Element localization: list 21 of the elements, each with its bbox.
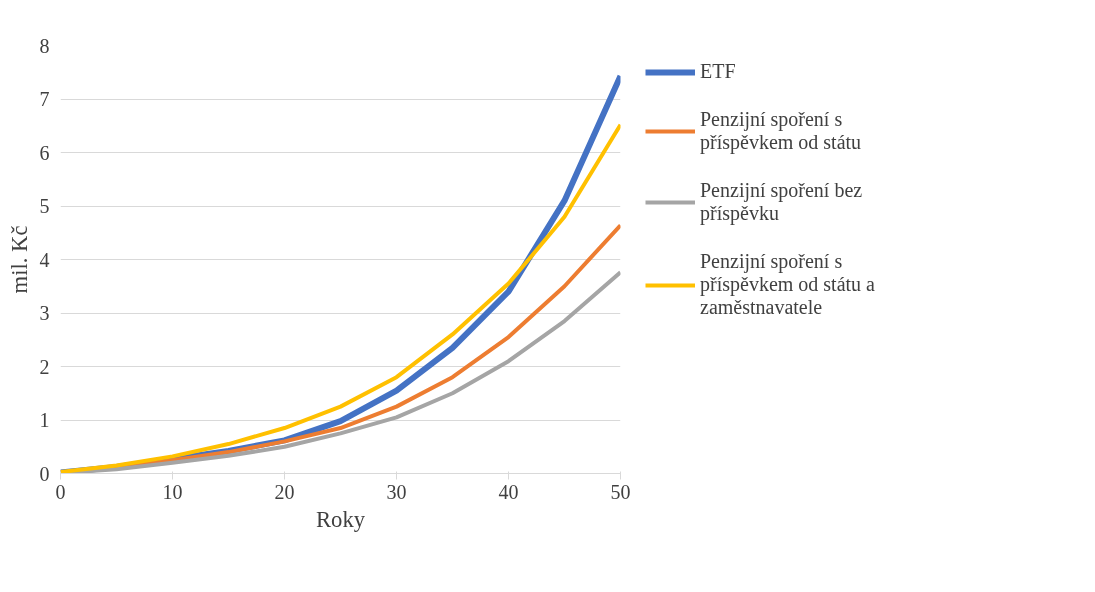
legend-label: Penzijní spoření s příspěvkem od státu a zaměstnavatele bbox=[700, 250, 875, 319]
y-tick-label: 7 bbox=[39, 88, 50, 110]
x-tick-label: 30 bbox=[386, 480, 407, 503]
y-tick-label: 4 bbox=[39, 248, 50, 271]
x-axis-title: Roky bbox=[315, 506, 366, 532]
y-tick-label: 2 bbox=[39, 355, 50, 378]
x-tick-label: 40 bbox=[498, 480, 519, 503]
y-axis-title: mil. Kč bbox=[6, 225, 32, 294]
x-tick-label: 20 bbox=[274, 480, 295, 503]
y-tick-label: 0 bbox=[39, 462, 50, 485]
y-tick-label: 1 bbox=[39, 409, 50, 431]
x-tick-label: 0 bbox=[55, 480, 66, 503]
y-tick-label: 5 bbox=[39, 195, 50, 217]
x-tick-label: 10 bbox=[162, 480, 183, 503]
y-tick-label: 8 bbox=[39, 34, 50, 57]
legend-label: ETF bbox=[700, 60, 736, 83]
y-tick-label: 3 bbox=[39, 302, 50, 324]
legend-label: Penzijní spoření s příspěvkem od státu bbox=[700, 108, 862, 154]
x-tick-label: 50 bbox=[610, 480, 631, 503]
legend-label: Penzijní spoření bez příspěvku bbox=[700, 179, 863, 225]
y-tick-label: 6 bbox=[39, 141, 50, 164]
